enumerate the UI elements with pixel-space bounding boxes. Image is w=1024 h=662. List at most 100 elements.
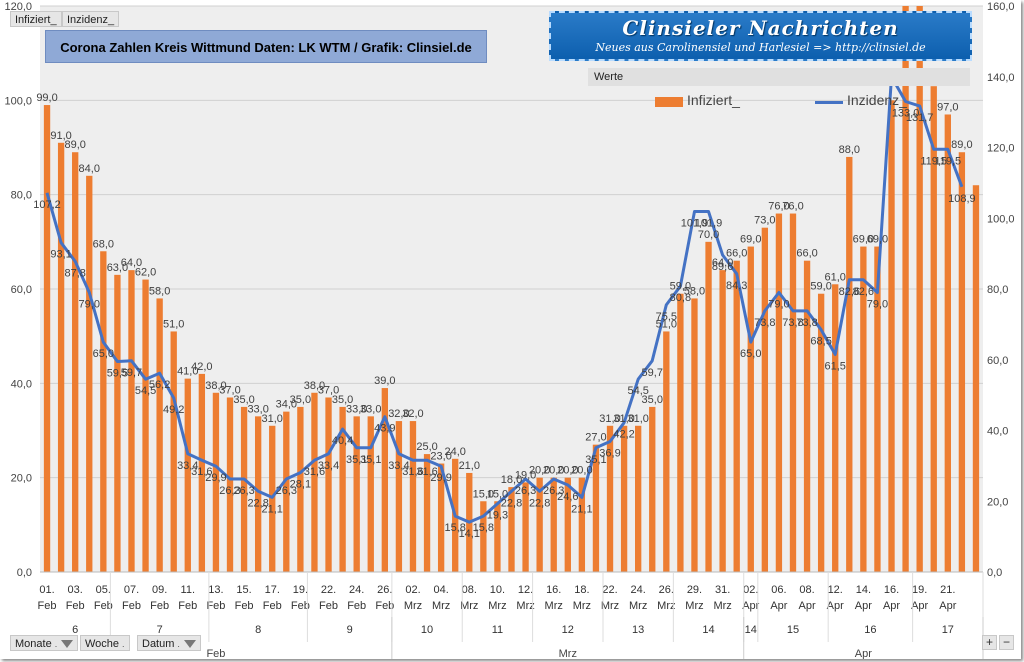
filter-button-monate[interactable]: Monate. <box>10 635 79 651</box>
data-label-inzidenz: 65,0 <box>740 348 761 360</box>
data-label-infiziert: 20,0 <box>543 465 564 477</box>
bar-infiziert <box>395 421 403 572</box>
data-label-infiziert: 66,0 <box>726 248 747 260</box>
x-tick-label-month: Feb <box>38 600 57 612</box>
week-label: 7 <box>157 624 163 636</box>
data-label-infiziert: 25,0 <box>416 441 437 453</box>
x-tick-label-day: 26. <box>377 584 392 596</box>
data-label-inzidenz: 56,2 <box>149 379 170 391</box>
data-label-inzidenz: 133,0 <box>892 108 920 120</box>
filter-button-label: Datum <box>142 638 175 650</box>
data-label-infiziert: 33,0 <box>247 403 268 415</box>
values-field-label[interactable]: Werte <box>588 68 970 86</box>
week-label: 10 <box>421 624 433 636</box>
data-label-infiziert: 35,0 <box>233 394 254 406</box>
bar-infiziert <box>564 477 571 572</box>
data-label-inzidenz: 33,4 <box>177 460 198 472</box>
data-label-inzidenz: 89,6 <box>712 261 733 273</box>
bar-infiziert <box>649 406 656 572</box>
x-tick-label-day: 22. <box>321 584 336 596</box>
bar-infiziert <box>635 425 642 572</box>
x-tick-label-month: Feb <box>347 600 366 612</box>
x-tick-label-day: 12. <box>828 584 843 596</box>
data-label-inzidenz: 79,0 <box>768 299 789 311</box>
data-label-infiziert: 70,0 <box>698 229 719 241</box>
data-label-inzidenz: 80,8 <box>670 292 691 304</box>
week-label: 17 <box>942 624 954 636</box>
bar-infiziert <box>423 454 431 572</box>
data-label-inzidenz: 59,7 <box>642 367 663 379</box>
field-button-inzidenz[interactable]: Inzidenz_ <box>62 11 120 27</box>
data-label-infiziert: 42,0 <box>191 361 212 373</box>
x-tick-label-month: Mrz <box>713 600 731 612</box>
data-label-inzidenz: 26,3 <box>219 485 240 497</box>
bar-infiziert <box>367 416 374 572</box>
data-label-inzidenz: 101,9 <box>681 218 709 230</box>
data-label-infiziert: 58,0 <box>149 285 170 297</box>
data-label-inzidenz: 40,4 <box>332 435 353 447</box>
bar-infiziert <box>156 298 163 572</box>
bar-infiziert <box>297 406 304 572</box>
bar-infiziert <box>437 463 445 572</box>
data-label-inzidenz: 24,6 <box>557 491 578 503</box>
data-label-inzidenz: 87,8 <box>64 267 85 279</box>
data-label-infiziert: 84,0 <box>79 163 100 175</box>
bar-infiziert <box>677 293 684 572</box>
x-tick-label-month: Feb <box>291 600 310 612</box>
bar-infiziert <box>817 293 825 572</box>
data-label-infiziert: 20,0 <box>529 465 550 477</box>
bar-infiziert <box>409 421 417 572</box>
zoom-in-button[interactable]: + <box>982 635 997 650</box>
data-label-inzidenz: 73,8 <box>796 317 817 329</box>
bar-infiziert <box>170 331 177 572</box>
zoom-out-button[interactable]: − <box>999 635 1014 650</box>
x-tick-label-day: 03. <box>68 584 83 596</box>
data-label-inzidenz: 33,4 <box>318 460 339 472</box>
data-label-infiziert: 31,0 <box>627 413 648 425</box>
bar-infiziert <box>874 246 881 572</box>
bar-infiziert <box>283 411 290 572</box>
data-label-inzidenz: 82,6 <box>839 286 860 298</box>
data-label-inzidenz: 101,9 <box>695 218 723 230</box>
x-tick-label-month: Feb <box>375 600 394 612</box>
bar-infiziert <box>114 274 121 572</box>
week-label: 9 <box>347 624 353 636</box>
data-label-inzidenz: 31,6 <box>304 466 325 478</box>
data-label-infiziert: 38,0 <box>304 380 325 392</box>
data-label-infiziert: 64,0 <box>121 257 142 269</box>
data-label-infiziert: 51,0 <box>163 318 184 330</box>
bar-infiziert <box>775 213 783 572</box>
x-tick-label-month: Mrz <box>657 600 675 612</box>
bar-infiziert <box>522 482 529 572</box>
data-label-infiziert: 58,0 <box>684 285 705 297</box>
data-label-infiziert: 32,0 <box>388 408 409 420</box>
x-tick-label-month: Mrz <box>488 600 506 612</box>
x-tick-label-day: 31. <box>715 584 730 596</box>
bar-infiziert <box>916 6 923 572</box>
data-label-infiziert: 35,0 <box>332 394 353 406</box>
data-label-infiziert: 31,0 <box>262 413 283 425</box>
bar-infiziert <box>353 416 360 572</box>
filter-button-woche[interactable]: Woche. <box>80 635 130 651</box>
filter-icon <box>183 640 196 649</box>
field-button-label: Infiziert_ <box>15 14 57 26</box>
data-label-inzidenz: 84,3 <box>726 280 747 292</box>
x-tick-label-month: Mrz <box>601 600 619 612</box>
data-label-inzidenz: 26,3 <box>276 485 297 497</box>
data-label-infiziert: 59,0 <box>670 281 691 293</box>
data-label-infiziert: 23,0 <box>430 451 451 463</box>
week-label: 13 <box>632 624 644 636</box>
data-label-inzidenz: 26,3 <box>515 485 536 497</box>
filter-button-datum[interactable]: Datum. <box>137 635 201 651</box>
data-label-inzidenz: 107,2 <box>33 199 61 211</box>
x-tick-label-month: Feb <box>66 600 85 612</box>
data-label-inzidenz: 93,1 <box>50 249 71 261</box>
bar-infiziert <box>747 246 754 572</box>
x-tick-label-day: 26. <box>659 584 674 596</box>
bar-infiziert <box>494 501 501 572</box>
data-label-infiziert: 76,0 <box>768 201 789 213</box>
week-label: 14 <box>702 624 714 636</box>
field-button-infiziert[interactable]: Infiziert_ <box>10 11 62 27</box>
